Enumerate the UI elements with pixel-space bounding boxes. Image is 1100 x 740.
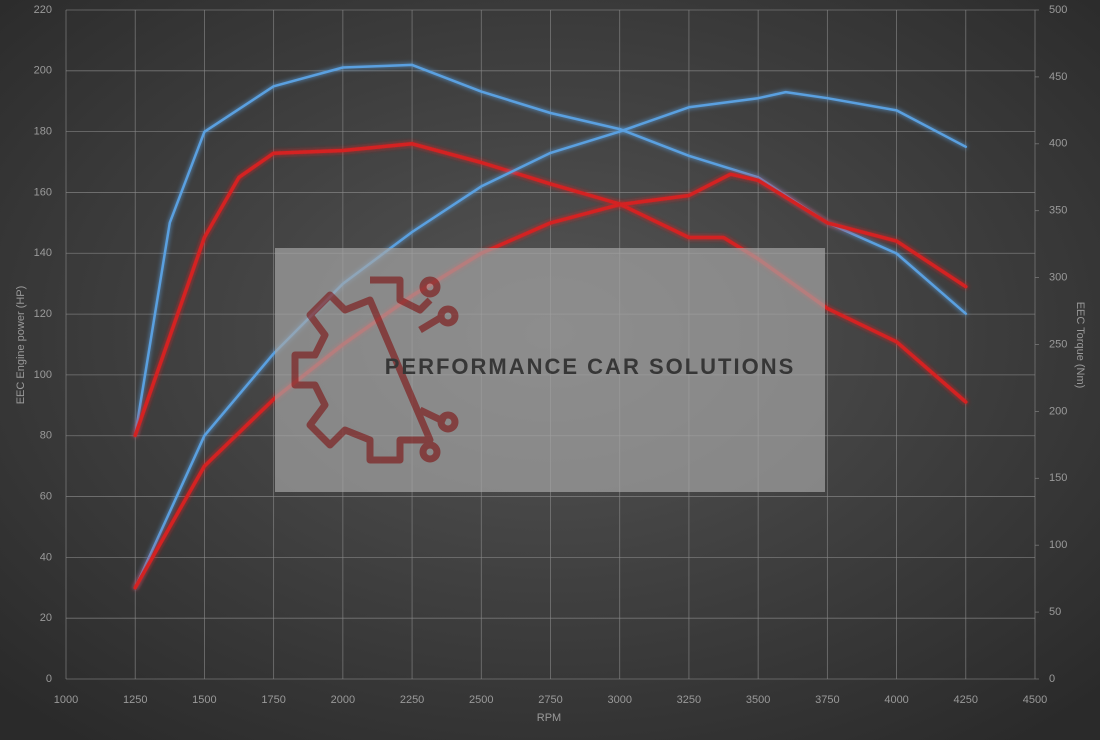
x-tick-label: 2250: [400, 694, 424, 706]
y2-tick-label: 500: [1049, 4, 1067, 16]
y2-tick-label: 400: [1049, 138, 1067, 150]
y-tick-label: 40: [40, 551, 52, 563]
y2-tick-label: 250: [1049, 338, 1067, 350]
x-tick-label: 3750: [815, 694, 839, 706]
y2-tick-label: 450: [1049, 71, 1067, 83]
y2-tick-label: 100: [1049, 539, 1067, 551]
y-tick-label: 100: [34, 369, 52, 381]
y-tick-label: 120: [34, 308, 52, 320]
y-tick-label: 160: [34, 186, 52, 198]
x-tick-label: 3000: [607, 694, 631, 706]
y2-axis-label: EEC Torque (Nm): [1074, 302, 1086, 389]
x-tick-label: 2500: [469, 694, 493, 706]
x-tick-label: 4500: [1023, 694, 1047, 706]
y-tick-label: 140: [34, 247, 52, 259]
y-tick-label: 200: [34, 65, 52, 77]
x-tick-label: 4250: [954, 694, 978, 706]
y2-tick-label: 150: [1049, 472, 1067, 484]
y2-tick-label: 200: [1049, 405, 1067, 417]
x-axis-label: RPM: [537, 712, 561, 724]
y-tick-label: 20: [40, 612, 52, 624]
y-axis-label: EEC Engine power (HP): [15, 286, 27, 405]
y-tick-label: 180: [34, 126, 52, 138]
y-tick-label: 80: [40, 430, 52, 442]
x-tick-label: 3250: [677, 694, 701, 706]
x-tick-label: 4000: [884, 694, 908, 706]
y-tick-label: 0: [46, 673, 52, 685]
x-tick-label: 2750: [538, 694, 562, 706]
watermark-text: PERFORMANCE CAR SOLUTIONS: [385, 354, 796, 379]
y2-tick-label: 50: [1049, 606, 1061, 618]
y2-tick-label: 0: [1049, 673, 1055, 685]
y2-tick-label: 300: [1049, 272, 1067, 284]
x-tick-label: 1250: [123, 694, 147, 706]
y-tick-label: 60: [40, 490, 52, 502]
x-tick-label: 1500: [192, 694, 216, 706]
watermark: PERFORMANCE CAR SOLUTIONS: [275, 248, 825, 492]
x-tick-label: 1750: [261, 694, 285, 706]
gear-logo: [291, 276, 459, 464]
x-tick-label: 1000: [54, 694, 78, 706]
y2-tick-label: 350: [1049, 205, 1067, 217]
x-tick-label: 2000: [331, 694, 355, 706]
x-tick-label: 3500: [746, 694, 770, 706]
y-tick-label: 220: [34, 4, 52, 16]
